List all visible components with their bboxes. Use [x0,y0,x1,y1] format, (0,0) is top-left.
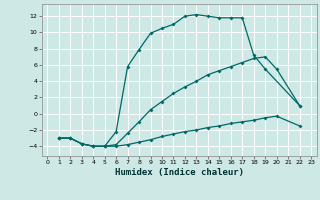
X-axis label: Humidex (Indice chaleur): Humidex (Indice chaleur) [115,168,244,177]
